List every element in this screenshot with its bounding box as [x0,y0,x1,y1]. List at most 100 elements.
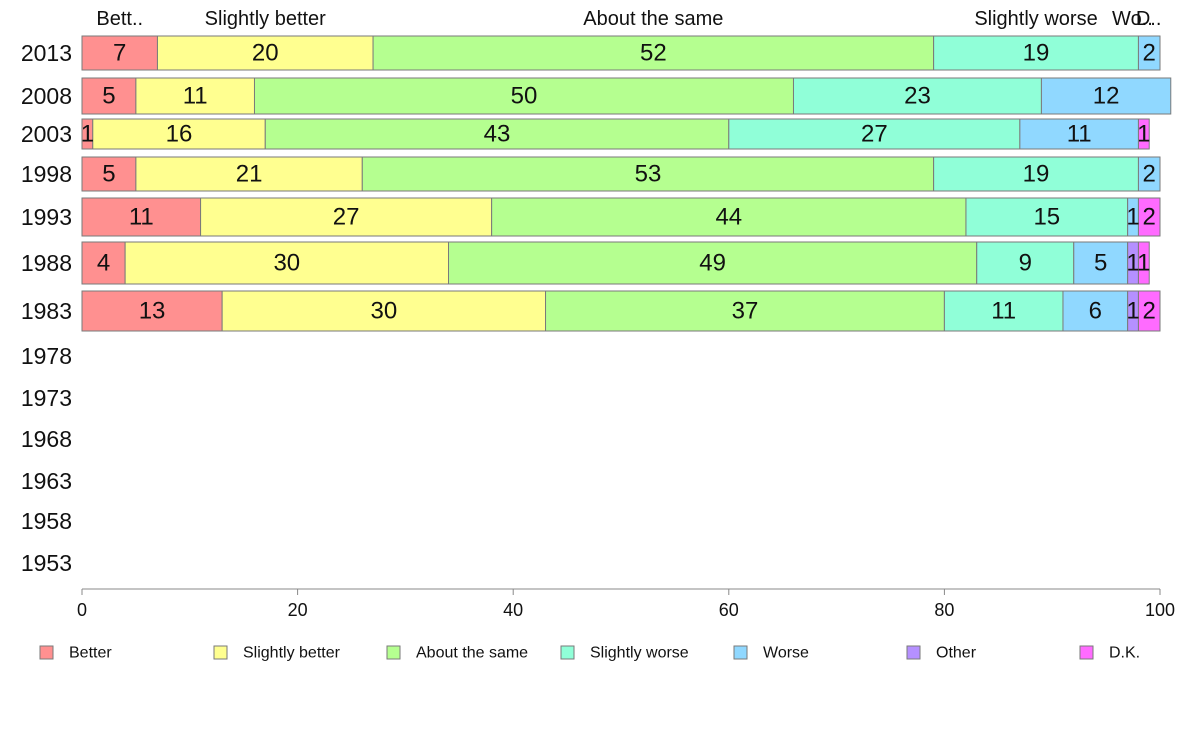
bar-segment-1988-better [81,241,126,285]
year-label-1983: 1983 [21,298,72,324]
segment-label-2008-2: 50 [511,83,538,110]
segment-label-1993-0: 11 [129,204,154,231]
legend-label-5: Other [936,645,977,662]
bar-segment-1993-slightly-worse [965,197,1129,237]
segment-label-2013-1: 20 [252,40,279,67]
bar-segment-2008-better [81,77,137,115]
top-label-3: Slightly worse [974,8,1097,30]
segment-label-1993-2: 44 [715,204,742,231]
segment-label-2008-3: 23 [904,83,931,110]
segment-label-2008-0: 5 [102,83,115,110]
segment-label-2003-2: 43 [484,121,511,148]
legend-label-2: About the same [416,645,528,662]
year-label-1968: 1968 [21,426,72,452]
segment-label-2003-6: 1 [1137,121,1150,148]
top-label-6: D.. [1136,8,1162,30]
year-label-1953: 1953 [21,550,72,576]
year-label-2003: 2003 [21,121,72,147]
legend-label-1: Slightly better [243,645,341,662]
x-tick-label-20: 20 [288,600,308,620]
bar-segment-1983-about-the-same [545,290,945,332]
bar-segment-2013-slightly-better [156,35,374,71]
segment-label-1983-2: 37 [732,298,759,325]
legend-swatch-0 [39,645,54,660]
top-category-labels: Bett.. Slightly better About the same Sligh… [96,8,1161,30]
year-axis-labels: 2013 2008 2003 1998 1993 1988 1983 1978 1973 1968… [21,40,72,576]
bar-segment-2008-slightly-better [135,77,255,115]
segment-value-labels: 7 20 52 19 25 11 50 23 121 16 43 27 11 15 21 53 19 211 27 4… [81,40,1156,325]
bar-segment-2003-slightly-better [92,118,266,150]
bar-segment-1993-better [81,197,202,237]
segment-label-1983-3: 11 [991,298,1016,325]
year-label-2013: 2013 [21,40,72,66]
x-tick-label-80: 80 [934,600,954,620]
segment-label-2008-4: 12 [1093,83,1120,110]
segment-label-1988-2: 49 [699,250,726,277]
segment-label-1988-0: 4 [97,250,110,277]
year-label-1958: 1958 [21,508,72,534]
legend-swatch-5 [906,645,921,660]
legend-label-6: D.K. [1109,645,1140,662]
segment-label-2013-2: 52 [640,40,667,67]
year-label-1978: 1978 [21,343,72,369]
year-label-1963: 1963 [21,468,72,494]
bar-segment-1983-slightly-better [221,290,547,332]
segment-label-1993-4: 1 [1126,204,1139,231]
segment-label-2013-4: 2 [1143,40,1156,67]
legend: Better Slightly better About the same Sligh… [39,645,1140,662]
segment-label-2013-0: 7 [113,40,126,67]
bar-segment-1998-about-the-same [361,156,935,192]
bar-segment-1993-d-k- [1137,197,1161,237]
legend-swatch-6 [1079,645,1094,660]
year-label-2008: 2008 [21,83,72,109]
bar-segment-1983-slightly-worse [943,290,1064,332]
bar-segment-1988-slightly-better [124,241,450,285]
segment-label-1993-1: 27 [333,204,360,231]
segment-label-1988-6: 1 [1137,250,1150,277]
segment-label-1983-0: 13 [139,298,166,325]
segment-label-2013-3: 19 [1023,40,1050,67]
year-label-1993: 1993 [21,204,72,230]
segment-label-1988-5: 1 [1126,250,1139,277]
legend-swatch-1 [213,645,228,660]
bar-segment-1988-about-the-same [448,241,978,285]
segment-label-1998-2: 53 [635,161,662,188]
x-tick-label-60: 60 [719,600,739,620]
bar-segment-1988-d-k- [1137,241,1150,285]
year-label-1973: 1973 [21,385,72,411]
segment-label-1998-3: 19 [1023,161,1050,188]
x-tick-label-40: 40 [503,600,523,620]
legend-swatch-2 [386,645,401,660]
segment-label-2008-1: 11 [183,83,208,110]
bar-segment-1983-d-k- [1137,290,1161,332]
top-label-1: Slightly better [205,8,327,30]
bar-segment-1998-better [81,156,137,192]
segment-label-1983-6: 2 [1143,298,1156,325]
segment-label-1993-3: 15 [1033,204,1060,231]
bar-segment-2003-d-k- [1137,118,1150,150]
bar-segment-1998-slightly-better [135,156,363,192]
segment-label-1983-1: 30 [370,298,397,325]
bar-segment-2008-about-the-same [253,77,794,115]
legend-swatch-4 [733,645,748,660]
top-label-0: Bett.. [96,8,143,30]
bar-segment-2003-about-the-same [264,118,730,150]
bar-segment-1993-about-the-same [491,197,967,237]
segment-label-1998-4: 2 [1143,161,1156,188]
bar-segment-1983-better [81,290,223,332]
bar-segment-2013-worse [1137,35,1161,71]
year-label-1998: 1998 [21,161,72,187]
legend-label-3: Slightly worse [590,645,689,662]
x-tick-label-100: 100 [1145,600,1175,620]
bar-segment-1993-slightly-better [200,197,493,237]
segment-label-1988-1: 30 [273,250,300,277]
segment-label-2003-0: 1 [81,121,94,148]
bar-segment-2008-worse [1040,77,1172,115]
segment-label-1988-4: 5 [1094,250,1107,277]
bar-segments [81,35,1172,332]
x-tick-label-0: 0 [77,600,87,620]
legend-label-0: Better [69,645,112,662]
bar-segment-2003-worse [1019,118,1139,150]
segment-label-1983-5: 1 [1126,298,1139,325]
top-label-4: Wo.. [1112,8,1153,30]
